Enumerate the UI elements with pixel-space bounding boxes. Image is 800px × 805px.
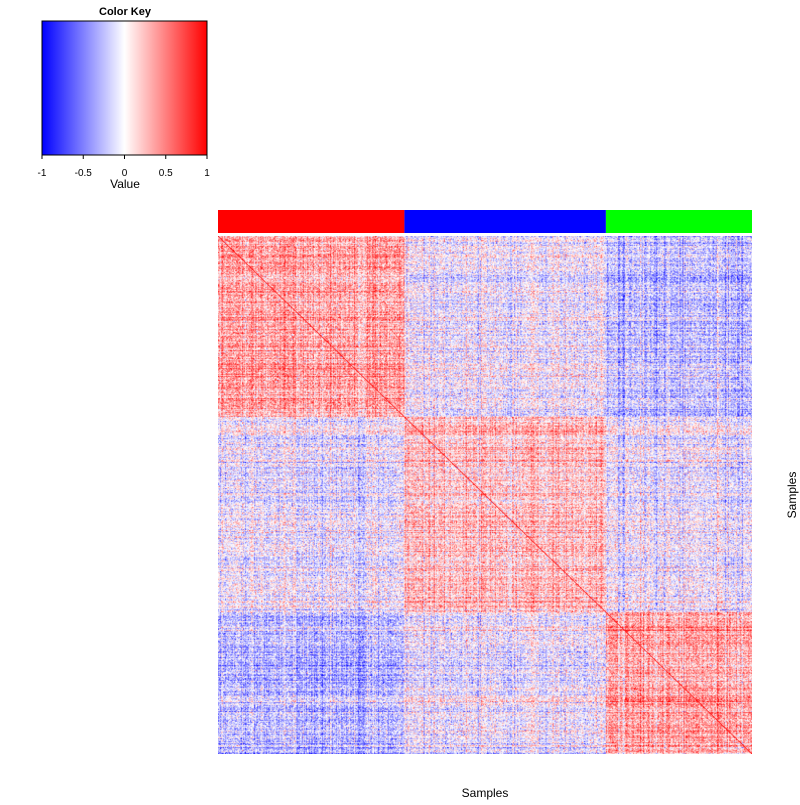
color-key-gradient (41, 20, 208, 156)
heatmap-matrix (218, 236, 752, 754)
color-key-xlabel: Value (110, 177, 140, 191)
group-bar-1 (218, 210, 405, 233)
color-key-tick-label-4: 1 (204, 168, 210, 179)
group-color-bar (218, 210, 752, 233)
group-bar-3 (605, 210, 752, 233)
y-axis-label: Samples (785, 472, 799, 519)
group-bar-2 (404, 210, 606, 233)
color-key-tick-label-1: -0.5 (75, 168, 93, 179)
color-key-ticks: -1 -0.5 0 0.5 1 (38, 155, 210, 179)
x-axis-label: Samples (462, 786, 509, 800)
color-key: Color Key -1 -0.5 0 0.5 1 Value (38, 6, 211, 191)
color-key-tick-label-0: -1 (38, 168, 47, 179)
color-key-tick-label-2: 0 (122, 168, 128, 179)
color-key-title: Color Key (99, 6, 152, 18)
color-key-tick-label-3: 0.5 (159, 168, 173, 179)
